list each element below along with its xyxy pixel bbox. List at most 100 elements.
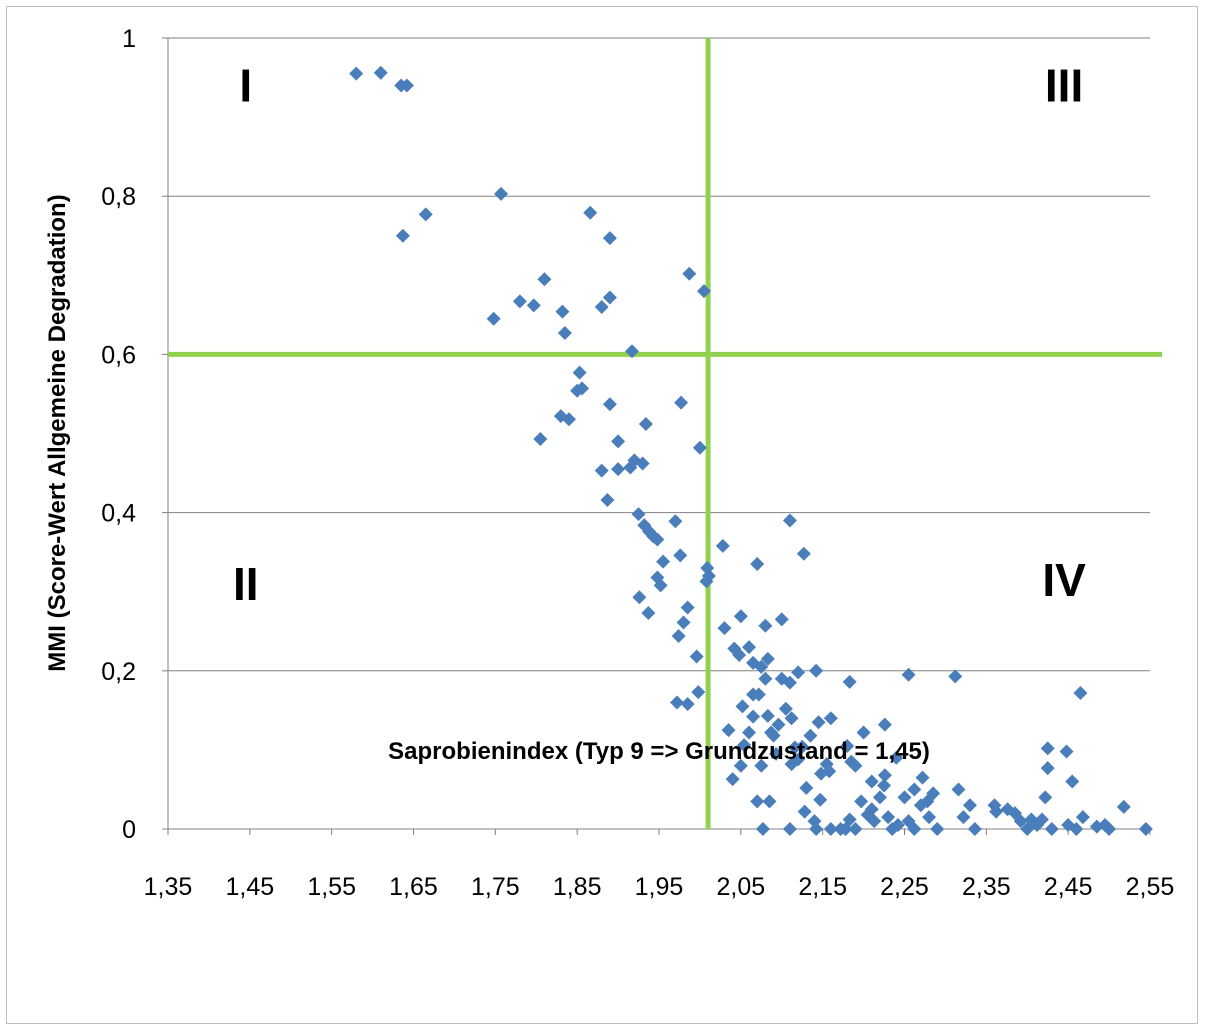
data-point-52 <box>641 606 656 621</box>
data-point-80 <box>758 671 773 686</box>
data-point-4 <box>395 228 410 243</box>
data-point-17 <box>624 344 639 359</box>
data-point-157 <box>1013 814 1028 829</box>
data-point-12 <box>557 326 572 341</box>
data-point-87 <box>778 701 793 716</box>
data-point-118 <box>755 822 770 836</box>
data-point-167 <box>1065 774 1080 789</box>
x-tick-label-8: 2,15 <box>798 873 847 901</box>
y-tick-labels: 0 0,2 0,4 0,6 0,8 1 <box>101 25 136 844</box>
data-point-112 <box>948 669 963 684</box>
data-point-154 <box>989 804 1004 819</box>
data-point-68 <box>760 651 775 666</box>
data-point-69 <box>754 659 769 674</box>
data-point-22 <box>575 381 590 396</box>
data-point-151 <box>962 798 977 813</box>
data-point-6 <box>494 186 509 201</box>
data-point-149 <box>951 782 966 797</box>
data-point-8 <box>512 294 527 309</box>
data-point-57 <box>670 695 685 710</box>
data-point-116 <box>750 794 765 809</box>
data-point-28 <box>611 434 626 449</box>
x-tick-label-11: 2,45 <box>1044 873 1093 901</box>
data-point-67 <box>758 618 773 633</box>
data-point-1 <box>373 65 388 80</box>
data-point-174 <box>1102 822 1117 836</box>
data-point-107 <box>864 774 879 789</box>
x-tick-labels: 1,35 1,45 1,55 1,65 1,75 1,85 1,95 2,05 2,15 2,25… <box>144 873 1175 901</box>
data-point-14 <box>602 231 617 246</box>
data-point-111 <box>901 667 916 682</box>
data-point-43 <box>656 554 671 569</box>
data-point-148 <box>930 822 945 836</box>
data-point-10 <box>537 272 552 287</box>
data-point-16 <box>602 290 617 305</box>
data-point-130 <box>854 794 869 809</box>
data-point-90 <box>791 665 806 680</box>
data-point-83 <box>766 728 781 743</box>
data-point-89 <box>784 711 799 726</box>
data-point-141 <box>907 822 922 836</box>
data-point-161 <box>1034 812 1049 827</box>
data-point-95 <box>809 663 824 678</box>
data-point-65 <box>742 640 757 655</box>
data-point-165 <box>1044 822 1059 836</box>
data-point-35 <box>692 440 707 455</box>
data-point-37 <box>631 507 646 522</box>
data-point-138 <box>890 818 905 833</box>
data-point-0 <box>349 66 364 81</box>
data-point-125 <box>823 822 838 836</box>
data-point-42 <box>668 514 683 529</box>
x-tick-label-7: 2,05 <box>716 873 765 901</box>
data-points <box>349 65 1153 836</box>
y-tick-label-0: 0 <box>122 816 136 844</box>
data-point-44 <box>673 548 688 563</box>
data-point-24 <box>561 412 576 427</box>
data-point-62 <box>750 557 765 572</box>
data-point-25 <box>533 432 548 447</box>
data-point-109 <box>877 768 892 783</box>
data-point-27 <box>674 395 689 410</box>
data-point-102 <box>842 674 857 689</box>
x-tick-label-0: 1,35 <box>144 873 193 901</box>
x-tick-label-6: 1,95 <box>635 873 684 901</box>
data-point-170 <box>1073 685 1088 700</box>
data-point-136 <box>889 750 904 765</box>
data-point-135 <box>881 810 896 825</box>
data-point-124 <box>807 814 822 829</box>
x-tick-label-1: 1,45 <box>225 873 274 901</box>
data-point-3 <box>399 78 414 93</box>
data-point-13 <box>583 205 598 220</box>
data-point-53 <box>676 615 691 630</box>
data-point-7 <box>486 311 501 326</box>
data-point-150 <box>956 810 971 825</box>
data-point-123 <box>813 792 828 807</box>
data-point-119 <box>782 822 797 836</box>
data-point-11 <box>555 304 570 319</box>
x-tick-label-12: 2,55 <box>1126 873 1175 901</box>
data-point-120 <box>797 804 812 819</box>
data-point-114 <box>733 758 748 773</box>
data-point-50 <box>715 538 730 553</box>
data-point-132 <box>864 802 879 817</box>
data-point-51 <box>632 590 647 605</box>
data-point-20 <box>572 365 587 380</box>
x-tick-label-9: 2,25 <box>880 873 929 901</box>
data-point-75 <box>735 699 750 714</box>
data-point-144 <box>915 770 930 785</box>
data-point-103 <box>840 738 855 753</box>
data-point-108 <box>877 717 892 732</box>
threshold-lines <box>168 38 1162 829</box>
data-point-176 <box>1138 822 1153 836</box>
data-point-74 <box>737 738 752 753</box>
data-point-78 <box>746 709 761 724</box>
data-point-64 <box>732 647 747 662</box>
data-point-93 <box>791 752 806 767</box>
y-tick-label-4: 0,8 <box>101 183 136 211</box>
quadrant-label-2: II <box>233 558 259 610</box>
data-point-33 <box>623 460 638 475</box>
data-point-133 <box>867 814 882 829</box>
x-tick-label-4: 1,75 <box>471 873 520 901</box>
data-point-117 <box>762 794 777 809</box>
